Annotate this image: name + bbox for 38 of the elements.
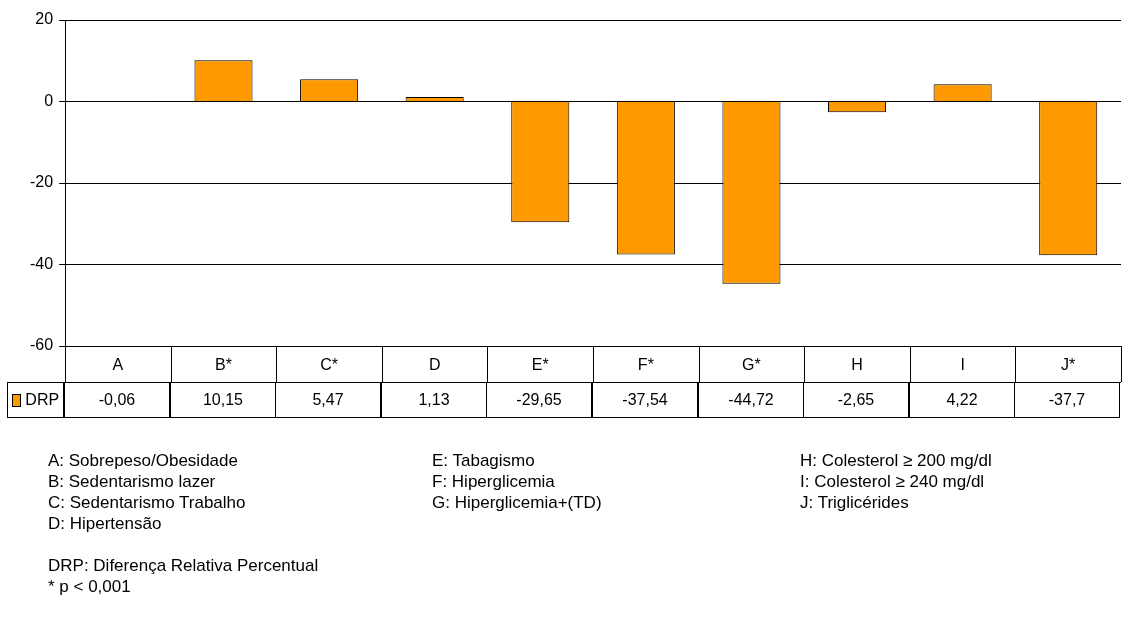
x-tick-label: I (960, 356, 965, 374)
text: D: Hipertensão (48, 513, 163, 534)
y-tick-label: 0 (44, 91, 54, 109)
text: B: Sedentarismo lazer (48, 471, 217, 492)
y-tick-label: -40 (30, 254, 54, 272)
x-tick-label: G* (742, 356, 761, 374)
data-label: -0,06 (98, 391, 136, 409)
text: G: Hiperglicemia+(TD) (432, 492, 603, 513)
data-label: 10,15 (202, 391, 244, 409)
x-tick-label: F* (637, 356, 654, 374)
data-label: -37,7 (1048, 391, 1086, 409)
legend-label: DRP (25, 391, 60, 409)
x-tick-label: D (428, 356, 441, 374)
data-label: 4,22 (946, 391, 978, 409)
x-tick-label: E* (531, 356, 549, 374)
text: H: Colesterol ≥ 200 mg/dl (800, 450, 993, 471)
x-tick-label: J* (1061, 356, 1076, 374)
text: C: Sedentarismo Trabalho (48, 492, 247, 513)
data-label: -37,54 (622, 391, 668, 409)
text: A: Sobrepeso/Obesidade (48, 450, 239, 471)
text: DRP: Diferença Relativa Percentual (48, 555, 320, 576)
data-label: -2,65 (837, 391, 875, 409)
y-tick-label: -60 (30, 336, 54, 354)
text: E: Tabagismo (432, 450, 536, 471)
x-tick-label: C* (320, 356, 338, 374)
text: * p < 0,001 (48, 576, 132, 597)
x-tick-label: B* (215, 356, 232, 374)
text: F: Hiperglicemia (432, 471, 556, 492)
text: J: Triglicérides (800, 492, 910, 513)
x-tick-label: H (851, 356, 863, 374)
y-tick-label: -20 (30, 173, 54, 191)
data-label: 5,47 (312, 391, 344, 409)
data-label: -29,65 (516, 391, 562, 409)
text: I: Colesterol ≥ 240 mg/dl (800, 471, 986, 492)
y-tick-label: 20 (35, 10, 54, 28)
data-label: 1,13 (418, 391, 450, 409)
data-label: -44,72 (728, 391, 774, 409)
x-tick-label: A (112, 356, 124, 374)
